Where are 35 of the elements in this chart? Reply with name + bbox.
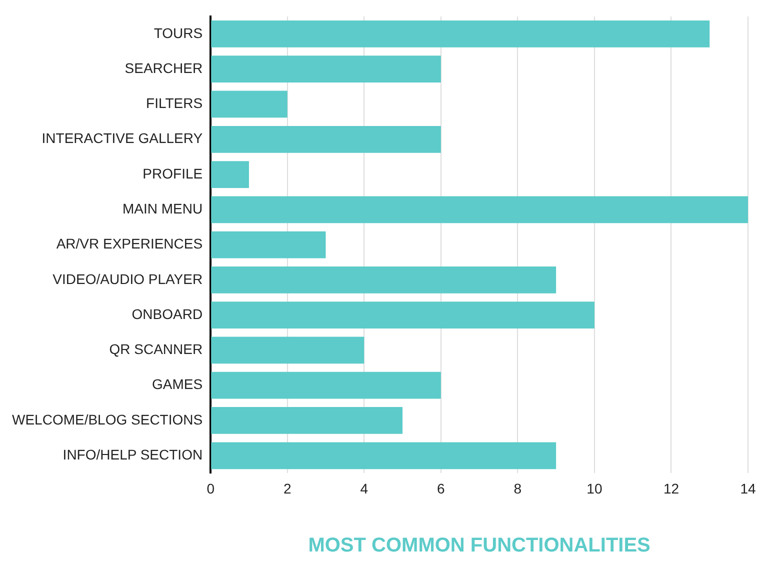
x-tick-label: 6 [437,480,446,496]
x-tick-label: 4 [360,480,368,496]
x-tick-label: 14 [740,480,756,496]
x-tick-label: 12 [663,480,680,496]
y-tick-label: VIDEO/AUDIO PLAYER [52,270,203,287]
y-tick-label: WELCOME/BLOG SECTIONS [12,411,203,428]
x-axis-title: MOST COMMON FUNCTIONALITIES [308,534,650,557]
bar [211,372,441,399]
y-tick-label: GAMES [152,376,203,392]
x-tick-label: 8 [514,480,522,496]
bar [211,196,748,224]
y-tick-label: QR SCANNER [109,341,203,358]
y-tick-label: PROFILE [142,165,203,182]
y-tick-label: ONBOARD [132,306,203,322]
bar [211,20,710,48]
bar [211,231,326,258]
bar [211,161,249,188]
y-tick-label: SEARCHER [124,60,203,76]
y-tick-label: AR/VR EXPERIENCES [56,236,203,252]
bar [211,266,556,294]
x-tick-label: 2 [283,480,292,496]
bar [211,90,288,118]
bar [211,336,364,364]
x-tick-label: 10 [586,480,602,496]
bar [211,407,403,434]
bar [211,442,556,470]
y-tick-label: MAIN MENU [122,200,203,217]
y-tick-label: FILTERS [146,95,203,112]
x-tick-label: 0 [206,480,215,496]
y-tick-label: INTERACTIVE GALLERY [42,130,204,146]
y-tick-label: INFO/HELP SECTION [62,446,203,462]
y-tick-label: TOURS [154,24,203,41]
bar [211,126,441,153]
bar [211,56,441,83]
bar [211,302,594,329]
